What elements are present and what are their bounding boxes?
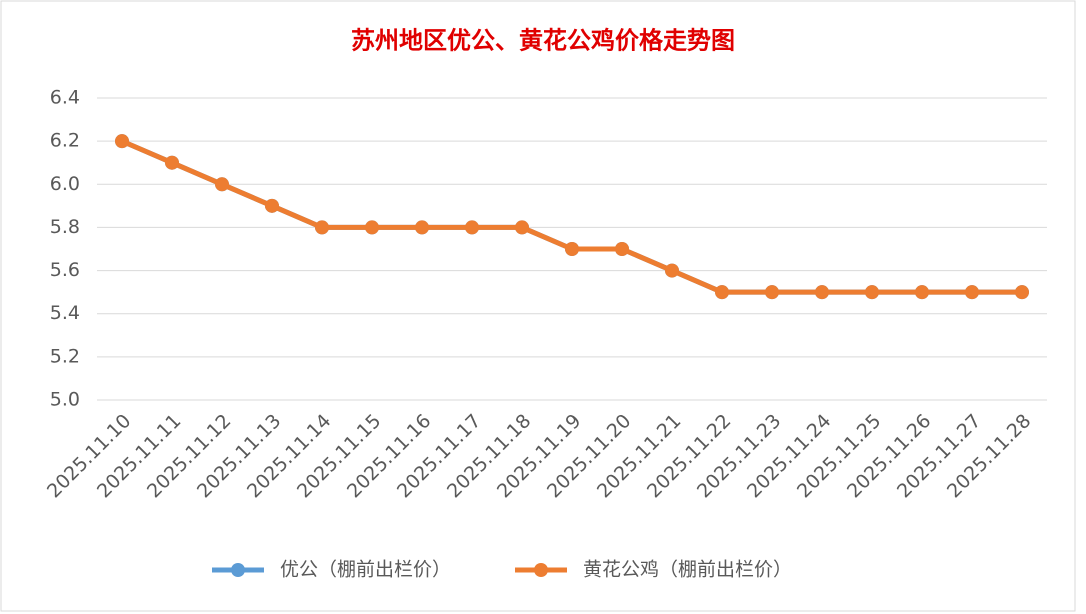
y-tick-label: 5.2 <box>50 345 80 367</box>
point <box>1015 285 1029 300</box>
point <box>715 285 729 300</box>
y-tick-label: 5.6 <box>50 259 80 281</box>
point <box>265 198 279 213</box>
y-tick-label: 5.8 <box>50 216 80 238</box>
point <box>115 134 129 149</box>
point <box>415 220 429 235</box>
point <box>315 220 329 235</box>
point <box>915 285 929 300</box>
point <box>365 220 379 235</box>
point <box>665 263 679 278</box>
point <box>865 285 879 300</box>
point <box>215 177 229 192</box>
point <box>465 220 479 235</box>
point <box>965 285 979 300</box>
y-tick-label: 5.0 <box>50 389 80 411</box>
y-tick-label: 6.4 <box>50 87 80 109</box>
legend-marker <box>534 563 548 577</box>
point <box>765 285 779 300</box>
chart-title: 苏州地区优公、黄花公鸡价格走势图 <box>351 26 735 55</box>
y-tick-label: 5.4 <box>50 302 80 324</box>
legend-marker <box>231 563 245 577</box>
legend-label: 优公（棚前出栏价） <box>280 559 451 581</box>
point <box>165 155 179 170</box>
point <box>515 220 529 235</box>
y-tick-label: 6.0 <box>50 173 80 195</box>
legend-label: 黄花公鸡（棚前出栏价） <box>583 559 792 581</box>
point <box>815 285 829 300</box>
point <box>615 242 629 256</box>
point <box>565 242 579 256</box>
y-tick-label: 6.2 <box>50 130 80 152</box>
